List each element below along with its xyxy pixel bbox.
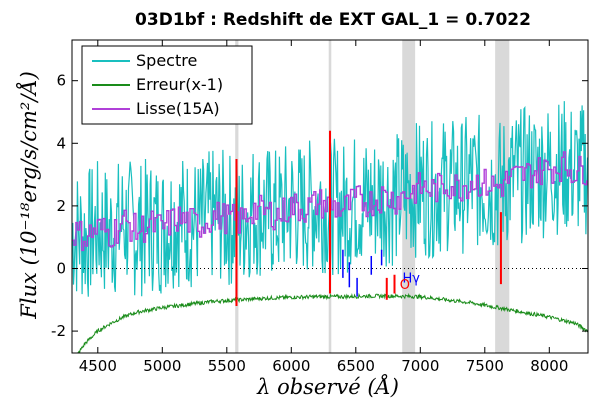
legend-label-spectre: Spectre: [136, 51, 197, 70]
series-lisse: [72, 151, 588, 252]
x-axis-ticks: 4500 5000 5500 6000 6500 7000 7500 8000: [79, 40, 568, 375]
x-axis-label: λ observé (Å): [256, 374, 399, 399]
y-tick-label: -2: [51, 322, 66, 340]
x-tick-label: 8000: [530, 357, 568, 375]
y-tick-label: 6: [56, 72, 66, 90]
y-axis-label: Flux (10⁻¹⁸erg/s/cm²/Å): [16, 71, 41, 320]
line-markers: HγO: [235, 130, 502, 307]
series-erreur: [77, 292, 588, 353]
line-annotation: O: [400, 278, 410, 293]
x-tick-label: 5000: [143, 357, 181, 375]
plot-frame: [71, 39, 589, 354]
x-tick-label: 6500: [337, 357, 375, 375]
x-tick-label: 7000: [401, 357, 439, 375]
y-axis-ticks: -2 0 2 4 6: [51, 72, 588, 340]
legend: Spectre Erreur(x-1) Lisse(15A): [81, 45, 253, 125]
y-tick-label: 2: [56, 197, 66, 215]
legend-label-lisse: Lisse(15A): [136, 99, 220, 118]
x-tick-label: 6000: [272, 357, 310, 375]
chart-title: 03D1bf : Redshift de EXT GAL_1 = 0.7022: [135, 10, 531, 30]
line-annotation: Hγ: [403, 272, 421, 287]
x-tick-label: 5500: [208, 357, 246, 375]
y-tick-label: 0: [56, 259, 66, 277]
x-tick-label: 4500: [79, 357, 117, 375]
y-tick-label: 4: [56, 134, 66, 152]
x-tick-label: 7500: [466, 357, 504, 375]
legend-label-erreur: Erreur(x-1): [136, 75, 223, 94]
